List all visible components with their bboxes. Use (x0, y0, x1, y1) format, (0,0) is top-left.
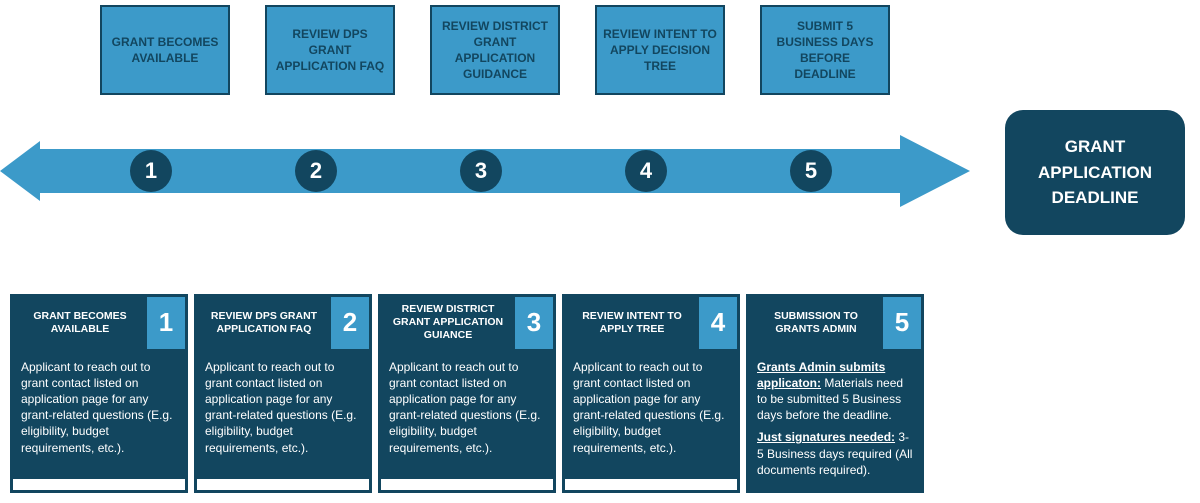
number-circle-3: 3 (460, 150, 502, 192)
step-box-4: REVIEW INTENT TO APPLY DECISION TREE (595, 5, 725, 95)
detail-card-3: REVIEW DISTRICT GRANT APPLICATION GUIANC… (378, 294, 556, 493)
number-circles-row: 1 2 3 4 5 (0, 135, 970, 207)
detail-header: GRANT BECOMES AVAILABLE1 (13, 297, 185, 349)
detail-card-1: GRANT BECOMES AVAILABLE1 Applicant to rea… (10, 294, 188, 493)
detail-body: Applicant to reach out to grant contact … (381, 349, 553, 479)
deadline-label: GRANT APPLICATION DEADLINE (1015, 134, 1175, 211)
detail-title: REVIEW DPS GRANT APPLICATION FAQ (197, 297, 331, 349)
detail-title: REVIEW DISTRICT GRANT APPLICATION GUIANC… (381, 297, 515, 349)
detail-header: REVIEW INTENT TO APPLY TREE4 (565, 297, 737, 349)
detail-text-segment: Applicant to reach out to grant contact … (573, 360, 724, 455)
detail-number: 1 (147, 297, 185, 349)
detail-header: SUBMISSION TO GRANTS ADMIN5 (749, 297, 921, 349)
circle-number: 4 (640, 158, 652, 184)
step-label: REVIEW DPS GRANT APPLICATION FAQ (273, 26, 387, 75)
step-label: SUBMIT 5 BUSINESS DAYS BEFORE DEADLINE (768, 18, 882, 83)
detail-body: Applicant to reach out to grant contact … (565, 349, 737, 479)
detail-number: 4 (699, 297, 737, 349)
step-box-3: REVIEW DISTRICT GRANT APPLICATION GUIDAN… (430, 5, 560, 95)
detail-body: Applicant to reach out to grant contact … (197, 349, 369, 479)
detail-text-segment: Applicant to reach out to grant contact … (389, 360, 540, 455)
number-circle-5: 5 (790, 150, 832, 192)
detail-text-segment: Just signatures needed: (757, 430, 895, 444)
step-box-1: GRANT BECOMES AVAILABLE (100, 5, 230, 95)
diagram-container: GRANT BECOMES AVAILABLE REVIEW DPS GRANT… (0, 0, 1200, 503)
number-circle-2: 2 (295, 150, 337, 192)
number-circle-4: 4 (625, 150, 667, 192)
circle-number: 5 (805, 158, 817, 184)
detail-number: 2 (331, 297, 369, 349)
step-box-5: SUBMIT 5 BUSINESS DAYS BEFORE DEADLINE (760, 5, 890, 95)
step-box-2: REVIEW DPS GRANT APPLICATION FAQ (265, 5, 395, 95)
detail-body: Applicant to reach out to grant contact … (13, 349, 185, 479)
circle-number: 2 (310, 158, 322, 184)
detail-number: 5 (883, 297, 921, 349)
detail-header: REVIEW DPS GRANT APPLICATION FAQ2 (197, 297, 369, 349)
number-circle-1: 1 (130, 150, 172, 192)
detail-header: REVIEW DISTRICT GRANT APPLICATION GUIANC… (381, 297, 553, 349)
detail-number: 3 (515, 297, 553, 349)
circle-number: 3 (475, 158, 487, 184)
detail-title: SUBMISSION TO GRANTS ADMIN (749, 297, 883, 349)
detail-card-5: SUBMISSION TO GRANTS ADMIN5Grants Admin … (746, 294, 924, 493)
deadline-box: GRANT APPLICATION DEADLINE (1005, 110, 1185, 235)
process-arrow: 1 2 3 4 5 (0, 135, 970, 207)
top-steps-row: GRANT BECOMES AVAILABLE REVIEW DPS GRANT… (100, 5, 890, 95)
detail-body: Grants Admin submits applicaton: Materia… (749, 349, 921, 490)
detail-text-segment: Applicant to reach out to grant contact … (205, 360, 356, 455)
detail-cards-row: GRANT BECOMES AVAILABLE1 Applicant to rea… (10, 294, 924, 493)
detail-title: REVIEW INTENT TO APPLY TREE (565, 297, 699, 349)
detail-card-4: REVIEW INTENT TO APPLY TREE4 Applicant to… (562, 294, 740, 493)
step-label: REVIEW INTENT TO APPLY DECISION TREE (603, 26, 717, 75)
circle-number: 1 (145, 158, 157, 184)
detail-card-2: REVIEW DPS GRANT APPLICATION FAQ2 Applica… (194, 294, 372, 493)
step-label: GRANT BECOMES AVAILABLE (108, 34, 222, 66)
detail-text-segment: Applicant to reach out to grant contact … (21, 360, 172, 455)
step-label: REVIEW DISTRICT GRANT APPLICATION GUIDAN… (438, 18, 552, 83)
detail-title: GRANT BECOMES AVAILABLE (13, 297, 147, 349)
